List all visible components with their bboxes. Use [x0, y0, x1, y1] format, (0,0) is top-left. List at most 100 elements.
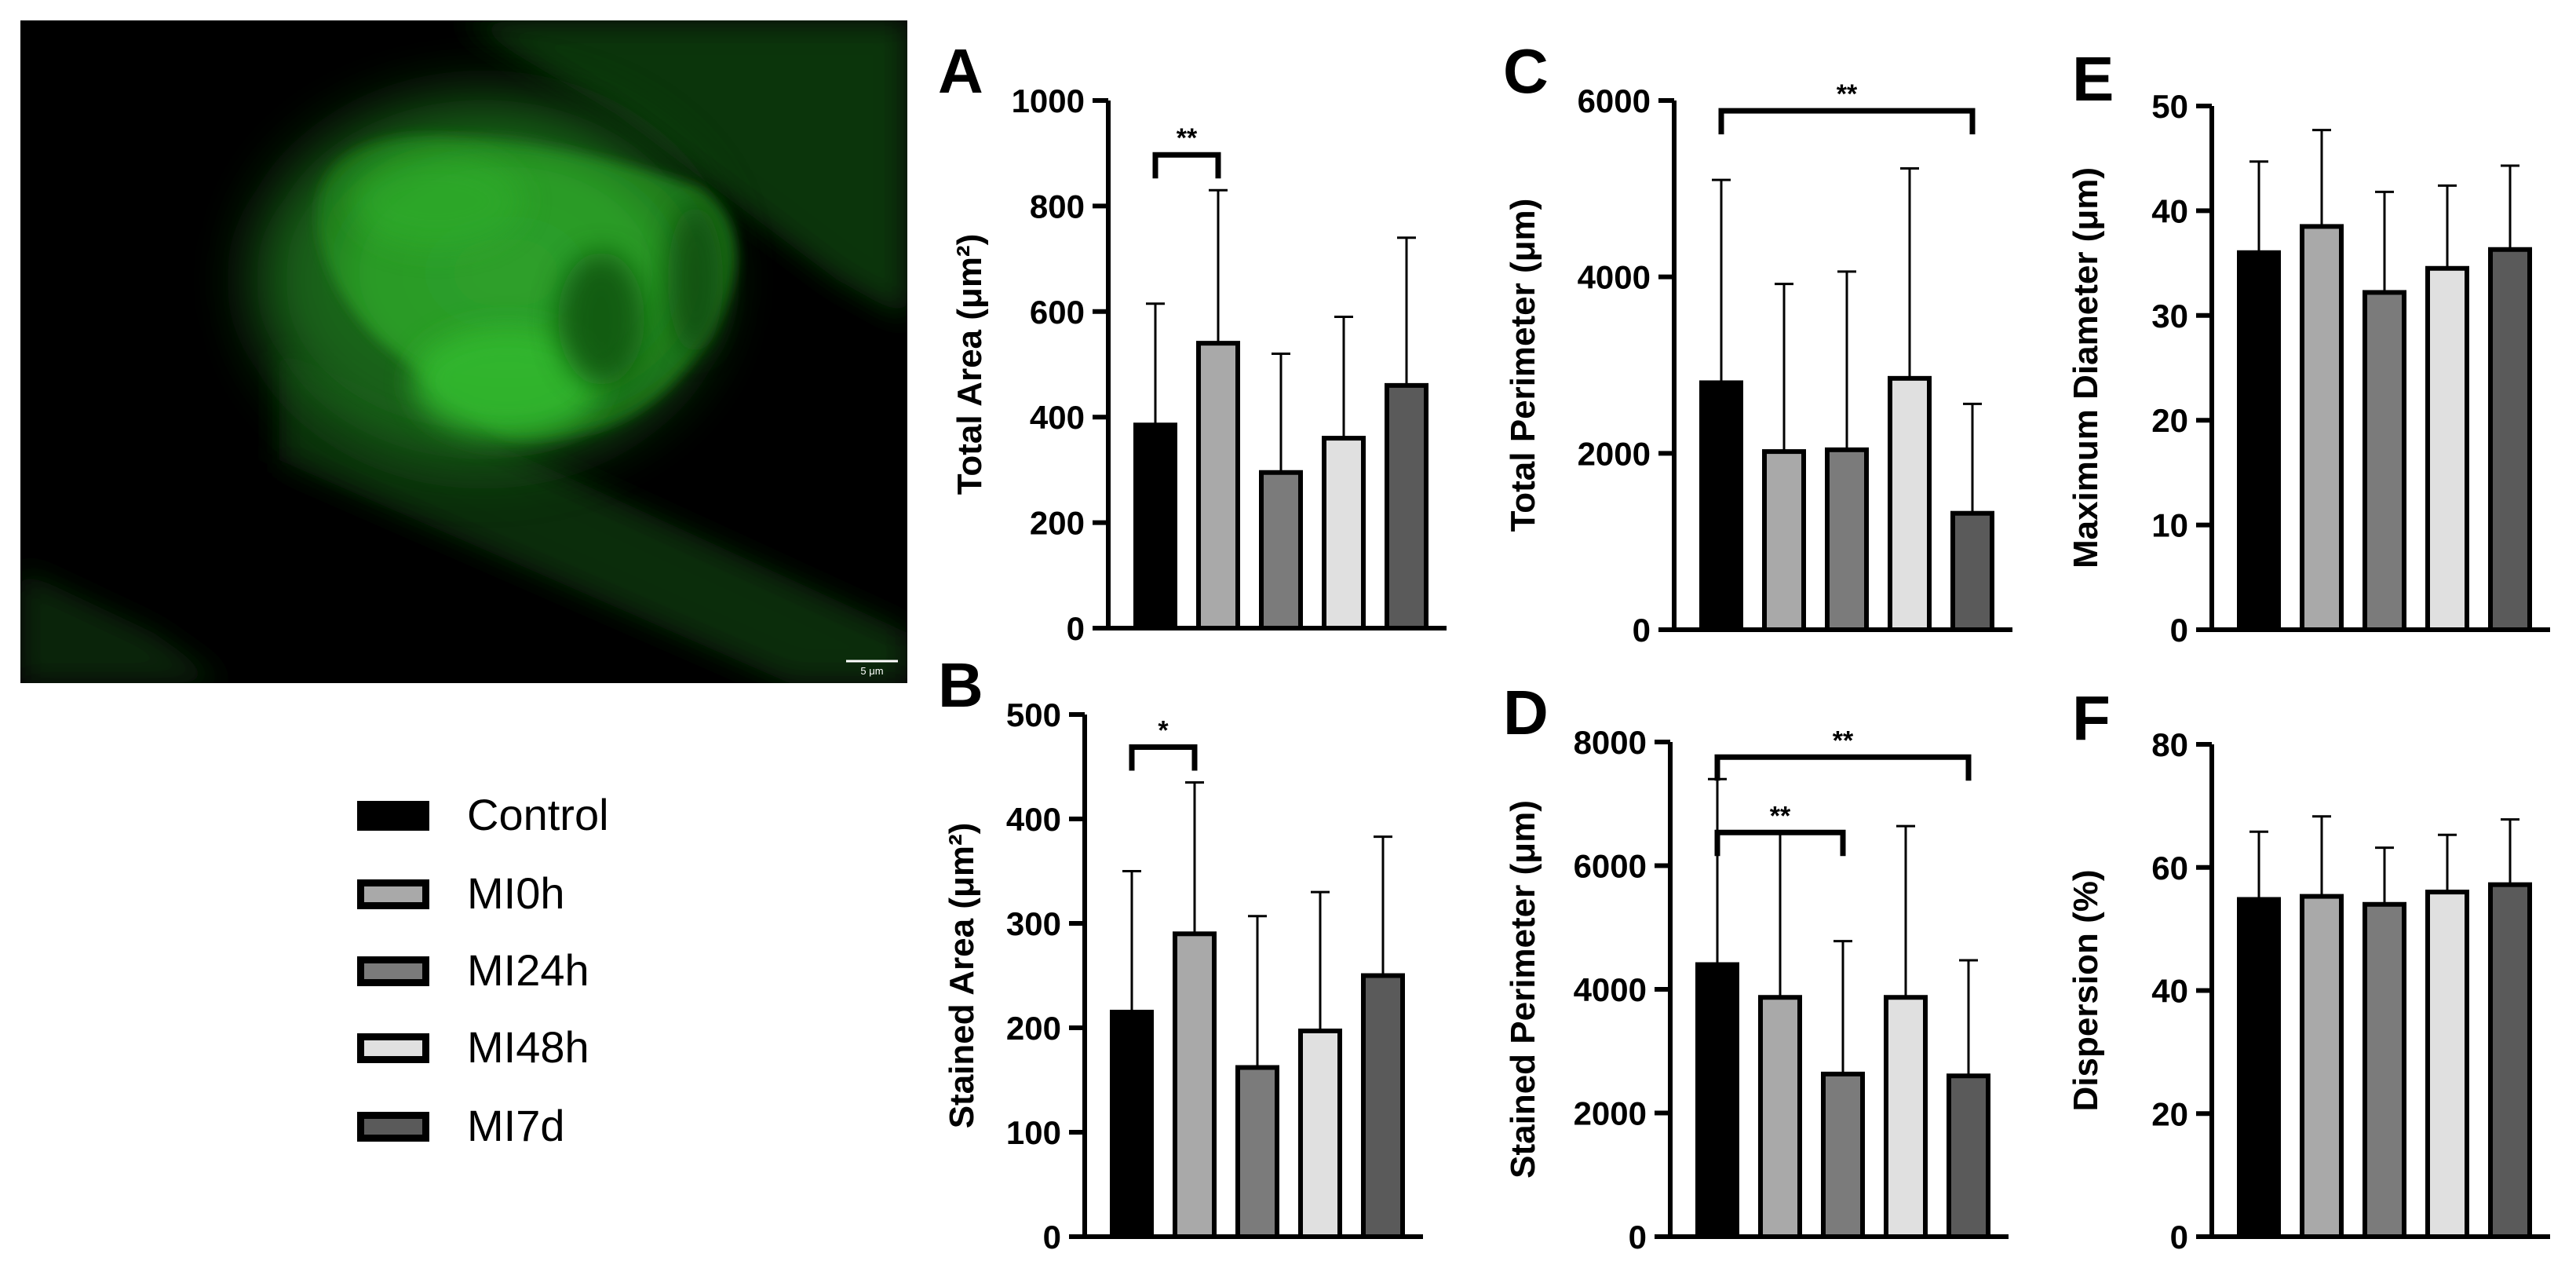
significance-bracket: [1152, 152, 1221, 179]
y-axis-label: Maximum Diameter (μm): [2067, 167, 2105, 568]
y-tick-label: 0: [2170, 612, 2188, 649]
bar: [1888, 375, 1932, 632]
y-tick-label: 0: [1043, 1219, 1061, 1256]
bar: [1259, 470, 1303, 631]
y-tick-label: 400: [1006, 801, 1061, 838]
y-tick-label: 8000: [1574, 724, 1647, 761]
panel-letter: F: [2072, 683, 2111, 753]
y-tick-label: 4000: [1574, 971, 1647, 1008]
y-tick-label: 20: [2151, 1095, 2188, 1132]
legend-item: Control: [357, 785, 687, 848]
y-tick-label: 6000: [1578, 82, 1651, 119]
y-tick-label: 80: [2151, 726, 2188, 763]
y-tick-label: 800: [1030, 188, 1085, 225]
bar: [1695, 962, 1739, 1239]
chart-panel-d: D 0 2000 4000 6000 8000 Stained Perimeter (μm)…: [1503, 678, 2009, 1256]
y-tick-label: 40: [2151, 973, 2188, 1010]
y-tick-label: 2000: [1574, 1095, 1647, 1132]
significance-bracket: [1129, 744, 1198, 771]
legend-swatch: [357, 1112, 429, 1142]
legend-label: MI24h: [467, 945, 589, 995]
y-tick-label: 1000: [1012, 82, 1085, 119]
significance-label: **: [1770, 801, 1791, 831]
legend-item: MI0h: [357, 864, 687, 927]
y-axis-label: Total Perimeter (μm): [1504, 199, 1542, 532]
y-tick-label: 30: [2151, 298, 2188, 334]
y-tick-label: 20: [2151, 402, 2188, 439]
panel-letter: B: [938, 650, 983, 720]
panel-letter: E: [2072, 44, 2114, 114]
legend-label: MI0h: [467, 868, 565, 918]
y-tick-label: 300: [1006, 905, 1061, 942]
significance-label: **: [1833, 726, 1854, 755]
y-axis-label: Dispersion (%): [2067, 869, 2105, 1111]
bar: [2363, 290, 2406, 632]
bar: [1947, 1073, 1990, 1239]
bar: [1173, 931, 1217, 1240]
y-tick-label: 400: [1030, 399, 1085, 436]
bar: [2300, 894, 2344, 1240]
chart-panel-b: B 0 100 200 300 400 500 Stained Area (μm²) *: [938, 650, 1423, 1256]
y-tick-label: 2000: [1578, 435, 1651, 472]
y-tick-label: 0: [1633, 612, 1651, 649]
y-tick-label: 6000: [1574, 848, 1647, 885]
bar: [1361, 973, 1405, 1239]
bar: [1950, 510, 1994, 632]
bar: [1821, 1071, 1865, 1239]
legend-swatch: [357, 879, 429, 909]
bar: [2425, 265, 2469, 632]
y-tick-label: 50: [2151, 88, 2188, 125]
y-tick-label: 60: [2151, 850, 2188, 886]
chart-panel-a: A 0 200 400 600 800 1000 Total Area (μm²) **: [938, 36, 1447, 647]
y-tick-label: 200: [1030, 505, 1085, 542]
y-axis-label: Total Area (μm²): [950, 234, 989, 495]
y-tick-label: 500: [1006, 696, 1061, 733]
significance-bracket: [1718, 108, 1976, 135]
bar: [1133, 422, 1177, 631]
legend-item: MI7d: [357, 1096, 687, 1159]
bar: [1699, 380, 1743, 632]
legend-item: MI48h: [357, 1018, 687, 1080]
y-tick-label: 0: [2170, 1219, 2188, 1256]
y-tick-label: 4000: [1578, 259, 1651, 296]
bar: [2425, 890, 2469, 1239]
y-axis-label: Stained Perimeter (μm): [1504, 800, 1542, 1179]
legend-label: MI48h: [467, 1022, 589, 1072]
chart-panel-c: C 0 2000 4000 6000 Total Perimeter (μm) **: [1503, 36, 2012, 649]
y-tick-label: 10: [2151, 507, 2188, 544]
significance-label: **: [1177, 123, 1198, 153]
bar: [2488, 882, 2532, 1239]
bar: [1298, 1028, 1342, 1239]
bar: [1235, 1065, 1279, 1240]
significance-bracket: [1714, 829, 1846, 857]
y-tick-label: 100: [1006, 1114, 1061, 1151]
significance-label: **: [1837, 79, 1858, 109]
bar: [2488, 247, 2532, 632]
bar: [1196, 341, 1240, 630]
bar: [1385, 382, 1428, 630]
bar: [1762, 449, 1806, 632]
bar: [1322, 436, 1366, 631]
significance-label: *: [1158, 715, 1169, 745]
fluorescence-micrograph: 5 μm: [20, 20, 907, 683]
legend-item: MI24h: [357, 941, 687, 1003]
y-tick-label: 200: [1006, 1010, 1061, 1047]
bar: [2300, 224, 2344, 633]
significance-bracket: [1714, 754, 1972, 781]
bar: [2363, 901, 2406, 1240]
bar: [2237, 250, 2281, 632]
legend-swatch: [357, 1033, 429, 1063]
chart-panel-e: E 0 10 20 30 40 50 Maximum Diameter (μm): [2067, 44, 2550, 649]
legend-label: Control: [467, 790, 609, 839]
legend-swatch: [357, 956, 429, 986]
bar: [2237, 897, 2281, 1239]
panel-letter: D: [1503, 678, 1549, 747]
bar: [1884, 995, 1928, 1240]
bar: [1758, 995, 1802, 1240]
scale-bar-label: 5 μm: [860, 665, 883, 677]
y-tick-label: 0: [1067, 610, 1085, 647]
y-tick-label: 600: [1030, 294, 1085, 331]
y-axis-label: Stained Area (μm²): [943, 823, 981, 1129]
panel-letter: C: [1503, 36, 1549, 106]
